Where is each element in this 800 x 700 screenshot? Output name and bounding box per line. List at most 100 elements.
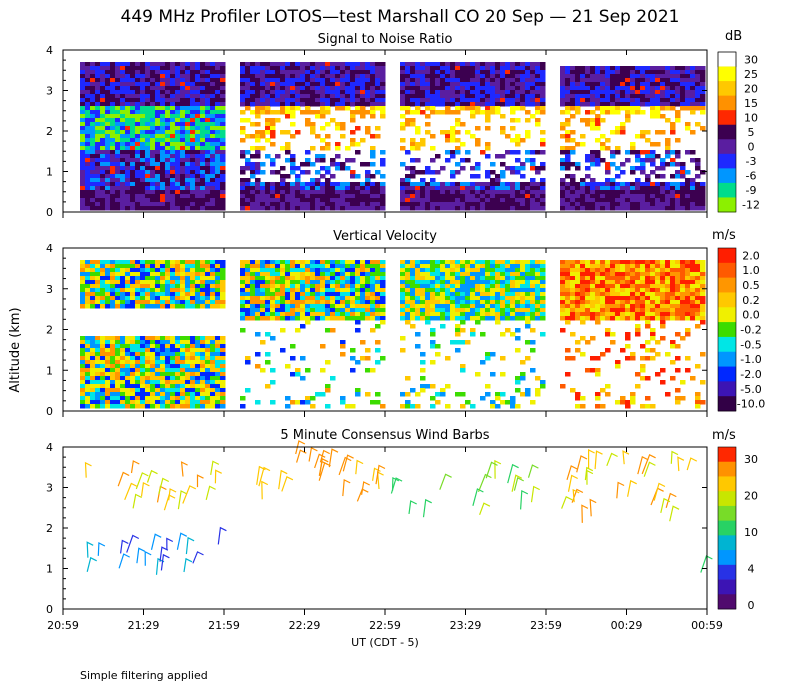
heatmap-cell xyxy=(215,142,221,147)
heatmap-cell xyxy=(90,122,96,127)
heatmap-cell xyxy=(670,70,676,75)
heatmap-cell xyxy=(95,276,101,281)
heatmap-cell xyxy=(405,122,411,127)
heatmap-cell xyxy=(90,174,96,179)
heatmap-cell xyxy=(455,340,461,345)
heatmap-cell xyxy=(170,118,176,123)
heatmap-cell xyxy=(605,166,611,171)
heatmap-cell xyxy=(110,284,116,289)
heatmap-cell xyxy=(80,260,86,265)
heatmap-cell xyxy=(675,94,681,99)
heatmap-cell xyxy=(380,296,386,301)
heatmap-cell xyxy=(110,126,116,131)
heatmap-cell xyxy=(510,138,516,143)
heatmap-cell xyxy=(85,158,91,163)
heatmap-cell xyxy=(240,396,246,401)
heatmap-cell xyxy=(525,98,531,103)
heatmap-cell xyxy=(415,90,421,95)
heatmap-cell xyxy=(205,352,211,357)
heatmap-cell xyxy=(315,170,321,175)
heatmap-cell xyxy=(435,260,441,265)
heatmap-cell xyxy=(420,138,426,143)
heatmap-cell xyxy=(470,74,476,79)
heatmap-cell xyxy=(410,198,416,203)
heatmap-cell xyxy=(285,182,291,187)
heatmap-cell xyxy=(425,384,431,389)
heatmap-cell xyxy=(275,86,281,91)
heatmap-cell xyxy=(175,340,181,345)
heatmap-cell xyxy=(605,110,611,115)
heatmap-cell xyxy=(605,186,611,191)
heatmap-cell xyxy=(670,190,676,195)
heatmap-cell xyxy=(630,186,636,191)
heatmap-cell xyxy=(260,190,266,195)
heatmap-cell xyxy=(440,308,446,313)
heatmap-cell xyxy=(375,90,381,95)
heatmap-cell xyxy=(410,90,416,95)
heatmap-cell xyxy=(640,94,646,99)
heatmap-cell xyxy=(330,268,336,273)
heatmap-cell xyxy=(575,202,581,207)
heatmap-cell xyxy=(480,66,486,71)
heatmap-cell xyxy=(135,288,141,293)
heatmap-cell xyxy=(460,202,466,207)
heatmap-cell xyxy=(405,312,411,317)
heatmap-cell xyxy=(180,396,186,401)
heatmap-cell xyxy=(340,292,346,297)
heatmap-cell xyxy=(130,364,136,369)
heatmap-cell xyxy=(190,364,196,369)
heatmap-cell xyxy=(645,178,651,183)
heatmap-cell xyxy=(275,276,281,281)
heatmap-cell xyxy=(450,102,456,107)
heatmap-cell xyxy=(460,272,466,277)
heatmap-cell xyxy=(170,74,176,79)
heatmap-cell xyxy=(320,66,326,71)
heatmap-cell xyxy=(175,118,181,123)
heatmap-cell xyxy=(270,118,276,123)
heatmap-cell xyxy=(90,98,96,103)
heatmap-cell xyxy=(260,62,266,67)
heatmap-cell xyxy=(210,134,216,139)
heatmap-cell xyxy=(140,162,146,167)
heatmap-cell xyxy=(145,130,151,135)
heatmap-cell xyxy=(160,272,166,277)
heatmap-cell xyxy=(435,170,441,175)
heatmap-cell xyxy=(450,126,456,131)
heatmap-cell xyxy=(620,66,626,71)
heatmap-cell xyxy=(380,158,386,163)
heatmap-cell xyxy=(310,186,316,191)
heatmap-cell xyxy=(430,304,436,309)
heatmap-cell xyxy=(380,356,386,361)
heatmap-cell xyxy=(195,284,201,289)
heatmap-cell xyxy=(125,126,131,131)
heatmap-cell xyxy=(645,86,651,91)
heatmap-cell xyxy=(160,162,166,167)
heatmap-cell xyxy=(565,174,571,179)
heatmap-cell xyxy=(205,90,211,95)
heatmap-cell xyxy=(190,372,196,377)
heatmap-cell xyxy=(240,190,246,195)
heatmap-cell xyxy=(215,86,221,91)
heatmap-cell xyxy=(420,66,426,71)
heatmap-cell xyxy=(285,272,291,277)
heatmap-cell xyxy=(220,62,226,67)
heatmap-cell xyxy=(110,300,116,305)
heatmap-cell xyxy=(350,292,356,297)
heatmap-cell xyxy=(620,126,626,131)
heatmap-cell xyxy=(270,122,276,127)
heatmap-cell xyxy=(175,400,181,405)
heatmap-cell xyxy=(445,198,451,203)
heatmap-cell xyxy=(240,272,246,277)
heatmap-cell xyxy=(415,304,421,309)
heatmap-cell xyxy=(145,396,151,401)
heatmap-cell xyxy=(485,62,491,67)
heatmap-cell xyxy=(455,62,461,67)
heatmap-cell xyxy=(670,90,676,95)
heatmap-cell xyxy=(405,106,411,111)
heatmap-cell xyxy=(295,182,301,187)
heatmap-cell xyxy=(90,170,96,175)
heatmap-cell xyxy=(480,186,486,191)
heatmap-cell xyxy=(445,202,451,207)
heatmap-cell xyxy=(85,142,91,147)
heatmap-cell xyxy=(635,190,641,195)
